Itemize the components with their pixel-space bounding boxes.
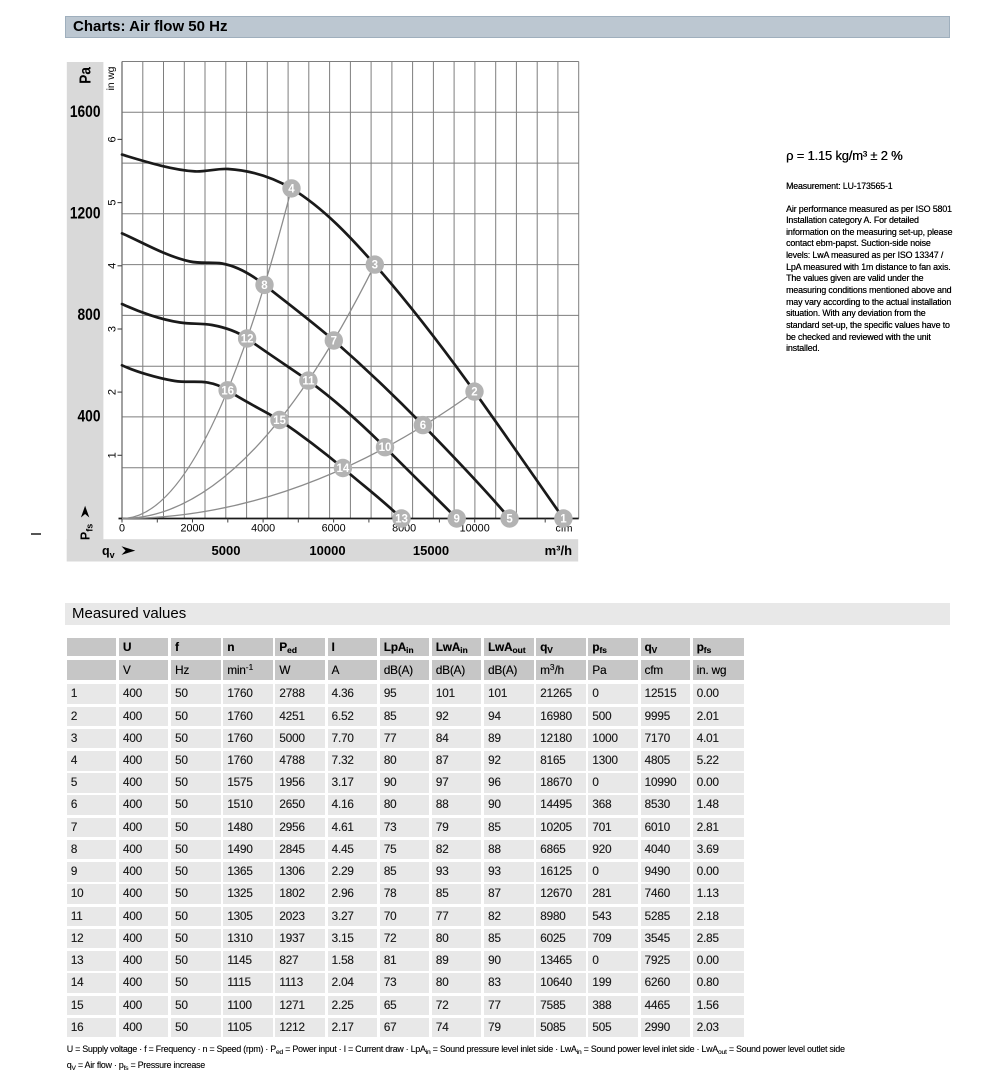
svg-text:2000: 2000	[180, 523, 204, 535]
svg-text:6: 6	[107, 136, 119, 142]
svg-text:1: 1	[560, 514, 567, 526]
svg-text:14: 14	[337, 463, 350, 475]
svg-text:5: 5	[506, 514, 513, 526]
svg-text:1600: 1600	[70, 103, 101, 122]
svg-text:5000: 5000	[212, 543, 241, 558]
svg-text:4000: 4000	[251, 523, 275, 535]
svg-text:10000: 10000	[309, 543, 345, 558]
svg-text:800: 800	[78, 306, 101, 325]
svg-text:9: 9	[453, 514, 459, 526]
svg-text:6: 6	[420, 420, 426, 432]
svg-text:3: 3	[372, 260, 378, 272]
svg-text:2: 2	[107, 389, 119, 395]
svg-text:0: 0	[119, 523, 125, 535]
svg-text:7: 7	[331, 336, 337, 348]
svg-text:8: 8	[261, 280, 268, 292]
svg-text:15: 15	[273, 415, 286, 427]
svg-text:in wg: in wg	[106, 66, 117, 90]
svg-text:4: 4	[107, 263, 119, 269]
svg-text:1200: 1200	[70, 204, 101, 223]
svg-text:16: 16	[221, 385, 234, 397]
svg-text:m³/h: m³/h	[545, 543, 573, 558]
svg-text:5: 5	[107, 200, 119, 206]
svg-text:12: 12	[241, 334, 254, 346]
svg-text:Pa: Pa	[78, 66, 95, 83]
svg-text:6000: 6000	[322, 523, 346, 535]
svg-text:10000: 10000	[460, 523, 490, 535]
svg-text:3: 3	[107, 326, 119, 332]
svg-text:11: 11	[302, 376, 315, 388]
svg-text:1: 1	[107, 452, 119, 458]
svg-text:13: 13	[395, 514, 408, 526]
svg-text:10: 10	[379, 442, 392, 454]
svg-text:4: 4	[288, 183, 295, 195]
svg-text:400: 400	[78, 407, 101, 426]
svg-text:2: 2	[471, 387, 477, 399]
svg-text:15000: 15000	[413, 543, 449, 558]
